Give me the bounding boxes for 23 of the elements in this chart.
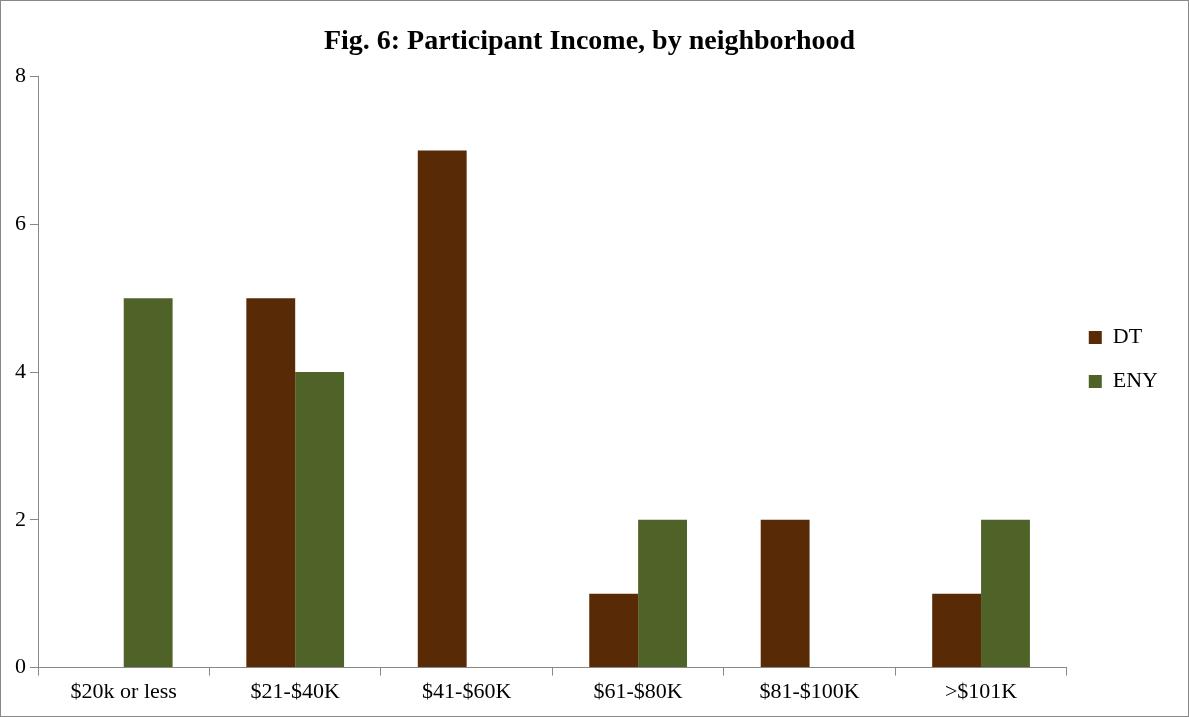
x-tick-label: $41-$60K [422,677,512,703]
legend-label: DT [1112,323,1143,349]
x-tick-label: $20k or less [70,677,177,703]
bar [981,519,1030,668]
y-tick-label: 6 [15,210,26,236]
y-tick-label: 8 [15,62,26,88]
x-tick-label: $21-$40K [250,677,340,703]
bar [760,519,810,668]
x-tick-label: $61-$80K [593,677,683,703]
bar [246,298,296,668]
y-tick-label: 4 [15,357,26,383]
y-tick-label: 2 [15,505,26,531]
x-tick-label: >$101K [944,677,1018,703]
bar [638,519,687,668]
x-tick-label: $81-$100K [759,677,860,703]
legend-label: ENY [1112,367,1159,393]
bar [417,150,467,668]
y-tick-label: 0 [15,653,26,679]
bar [123,298,173,668]
bar [295,372,345,668]
bar [932,593,982,668]
chart-title: Fig. 6: Participant Income, by neighborhood [323,24,856,56]
bar [589,593,639,668]
